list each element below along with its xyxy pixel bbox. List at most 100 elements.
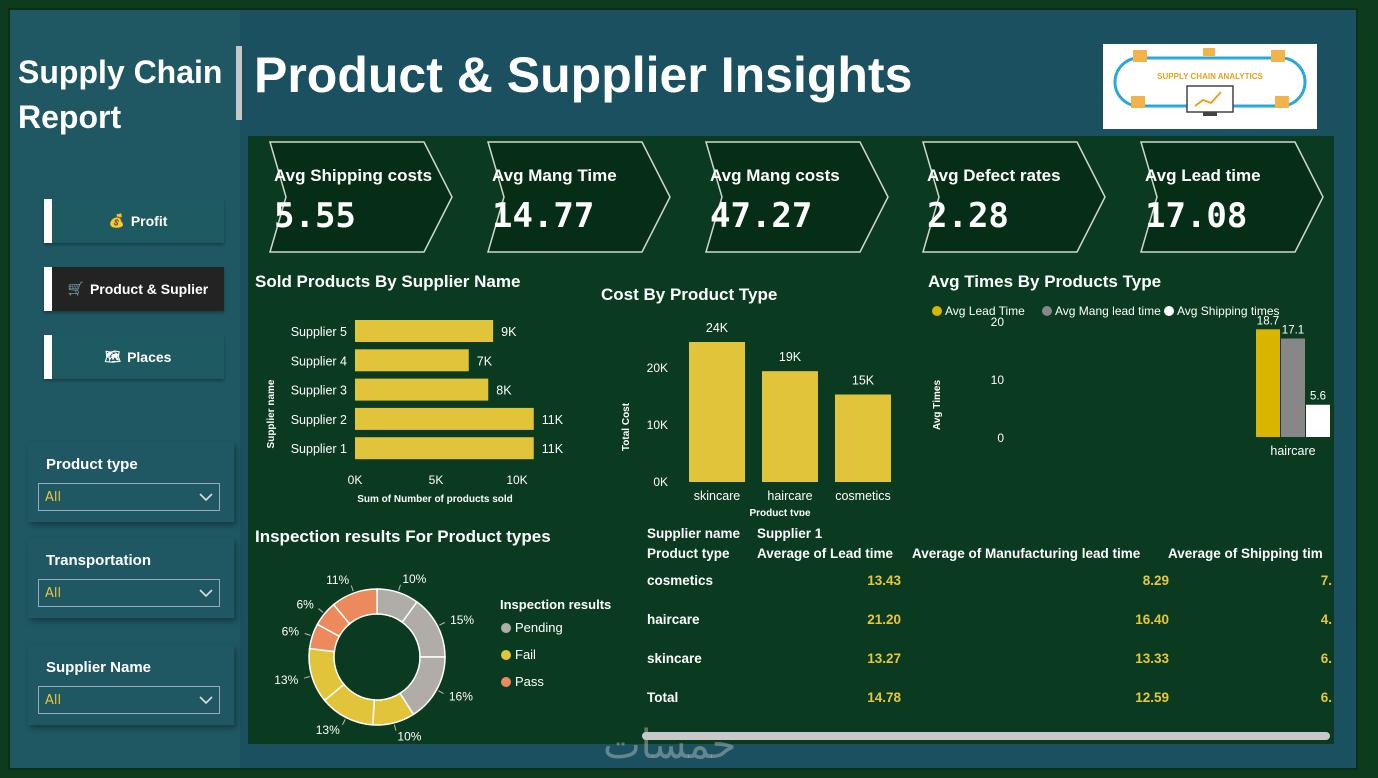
kpi-label: Avg Mang Time — [492, 166, 617, 185]
report-title: Supply Chain Report — [18, 54, 223, 135]
supplier-tick-label: Supplier 3 — [291, 384, 347, 398]
supplier-data-label: 7K — [477, 354, 493, 368]
times-bar-chart: Avg Lead Time Avg Mang lead time Avg Shipp… — [932, 304, 1330, 458]
donut-leader-line — [303, 676, 310, 679]
chevron-down-icon — [199, 493, 213, 502]
times-chart-title: Avg Times By Products Type — [928, 272, 1162, 291]
shopping-cart-icon: 🛒 — [67, 281, 84, 296]
kpi-value: 14.77 — [492, 196, 595, 236]
slicer-supplier-name: Supplier Name All — [28, 645, 234, 725]
matrix-horizontal-scrollbar[interactable] — [642, 732, 1330, 740]
matrix-cell: 21.20 — [867, 612, 901, 627]
inspection-donut-chart: 10% 15% 16% 10% 13% 13% 6% 6% 11% Inspection resu… — [274, 572, 611, 741]
matrix-column-group: Supplier 1 — [757, 526, 823, 541]
nav-places-button[interactable]: 🗺 Places — [44, 335, 224, 379]
kpi-value: 17.08 — [1145, 196, 1248, 236]
matrix-cell: 12.59 — [1135, 690, 1169, 705]
sidebar: Supply Chain Report 💰 Profit 🛒 Product &… — [10, 10, 242, 768]
slicer-product-type: Product type All — [28, 442, 234, 522]
slicer-transportation: Transportation All — [28, 538, 234, 618]
matrix-row-label: skincare — [647, 651, 702, 666]
donut-legend-marker — [501, 623, 511, 633]
matrix-cell: 4. — [1320, 612, 1332, 627]
money-bag-icon: 💰 — [108, 213, 125, 228]
donut-leader-line — [342, 719, 346, 725]
title-divider — [236, 46, 242, 120]
x-axis-title: Product type — [749, 508, 811, 516]
supplier-bar — [355, 349, 469, 372]
x-tick-label: 10K — [506, 473, 527, 487]
transportation-dropdown[interactable]: All — [38, 579, 220, 607]
cost-data-label: 19K — [779, 350, 802, 364]
donut-slice — [332, 588, 378, 625]
supply-chain-logo: SUPPLY CHAIN ANALYTICS — [1103, 44, 1317, 129]
y-tick-label: 0 — [997, 431, 1004, 445]
cost-bar-chart: 24K skincare 19K haircare 15K cosmetics 0K 10K 2… — [621, 321, 891, 516]
matrix-cell: 13.33 — [1135, 651, 1169, 666]
matrix-row-header: Product type — [647, 546, 730, 561]
supplier-bar — [355, 407, 534, 430]
donut-legend-item: Pass — [515, 674, 544, 689]
donut-data-label: 10% — [397, 729, 421, 741]
legend-item: Avg Lead Time — [945, 304, 1025, 318]
kpi-card: Avg Defect rates 2.28 — [921, 140, 1107, 254]
matrix-row-label: haircare — [647, 612, 700, 627]
times-bar — [1281, 338, 1305, 437]
donut-leader-line — [439, 622, 445, 626]
report-frame: Supply Chain Report 💰 Profit 🛒 Product &… — [8, 8, 1358, 770]
donut-data-label: 10% — [402, 572, 426, 586]
donut-data-label: 6% — [282, 625, 300, 639]
supplier-bar-chart: Supplier 5 9K Supplier 4 7K Supplier 3 8K Supp… — [266, 320, 564, 505]
legend-item: Avg Mang lead time — [1055, 304, 1161, 318]
nav-product-supplier-button[interactable]: 🛒 Product & Suplier — [44, 267, 224, 311]
matrix-cell: 13.27 — [867, 651, 901, 666]
product-type-dropdown[interactable]: All — [38, 483, 220, 511]
chevron-down-icon — [199, 589, 213, 598]
cost-data-label: 15K — [852, 374, 875, 388]
kpi-value: 5.55 — [274, 196, 356, 236]
donut-leader-line — [350, 585, 354, 592]
cost-bar — [689, 342, 745, 482]
supplier-matrix-table: Supplier name Supplier 1 Product type Av… — [638, 522, 1332, 722]
supplier-tick-label: Supplier 1 — [291, 442, 347, 456]
matrix-row-label: cosmetics — [647, 573, 714, 588]
supplier-data-label: 9K — [501, 325, 517, 339]
donut-data-label: 15% — [450, 613, 474, 627]
matrix-column-header: Average of Shipping tim — [1168, 546, 1323, 561]
legend-item: Avg Shipping times — [1177, 304, 1280, 318]
page-title: Product & Supplier Insights — [254, 47, 913, 103]
logo-text: SUPPLY CHAIN ANALYTICS — [1157, 72, 1263, 81]
donut-legend-item: Pending — [515, 620, 563, 635]
kpi-card: Avg Mang Time 14.77 — [486, 140, 672, 254]
supplier-bar — [355, 437, 534, 460]
nav-profit-button[interactable]: 💰 Profit — [44, 199, 224, 243]
donut-legend-marker — [501, 650, 511, 660]
x-tick-label: 0K — [348, 473, 363, 487]
matrix-cell: 16.40 — [1135, 612, 1169, 627]
donut-leader-line — [393, 724, 397, 731]
times-tick-label: haircare — [1270, 444, 1315, 458]
supplier-name-value: All — [45, 692, 62, 708]
donut-legend-title: Inspection results — [500, 597, 611, 612]
kpi-label: Avg Mang costs — [710, 166, 840, 185]
matrix-cell: 6. — [1320, 690, 1332, 705]
slicer-product-type-label: Product type — [46, 456, 138, 473]
legend-marker — [1164, 306, 1174, 316]
cost-data-label: 24K — [706, 321, 729, 335]
donut-legend-item: Fail — [515, 647, 536, 662]
transportation-value: All — [45, 585, 62, 601]
y-axis-title: Supplier name — [266, 379, 277, 448]
times-bar — [1306, 404, 1330, 437]
y-tick-label: 20K — [647, 361, 668, 375]
supplier-name-dropdown[interactable]: All — [38, 686, 220, 714]
donut-data-label: 13% — [274, 673, 298, 687]
times-bar — [1256, 329, 1280, 437]
donut-data-label: 16% — [449, 690, 473, 704]
cost-tick-label: cosmetics — [835, 489, 891, 503]
legend-marker — [1042, 306, 1052, 316]
donut-data-label: 13% — [316, 723, 340, 737]
legend-marker — [932, 306, 942, 316]
kpi-value: 2.28 — [927, 196, 1009, 236]
report-canvas: Avg Shipping costs 5.55 Avg Mang Time 14… — [248, 136, 1334, 744]
kpi-card: Avg Mang costs 47.27 — [704, 140, 890, 254]
